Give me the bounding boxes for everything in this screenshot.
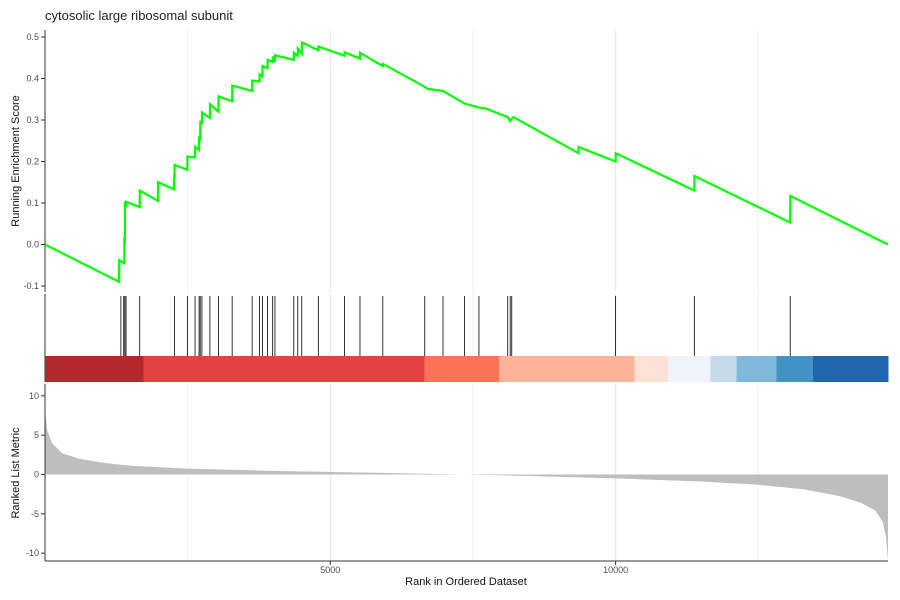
color-band-segment bbox=[813, 356, 889, 382]
es-series-line bbox=[44, 40, 889, 284]
color-band-segment bbox=[634, 356, 669, 382]
metric-panel: 10 5 0 -5 -10 5000 10000 Ranked List Metric R… bbox=[10, 384, 888, 588]
es-gridlines bbox=[187, 30, 759, 292]
es-y-tick-label: 0.3 bbox=[26, 115, 39, 125]
hits-panel bbox=[44, 294, 889, 382]
es-y-tick-label: -0.1 bbox=[23, 281, 39, 291]
metric-y-ticks: 10 5 0 -5 -10 bbox=[26, 391, 45, 558]
metric-y-tick-label: -10 bbox=[26, 548, 39, 558]
es-y-tick-label: 0.1 bbox=[26, 198, 39, 208]
hits-gridlines bbox=[187, 294, 759, 356]
color-band-segment bbox=[499, 356, 635, 382]
metric-y-tick-label: -5 bbox=[31, 509, 39, 519]
es-panel: -0.1 0.0 0.1 0.2 0.3 0.4 0.5 Running Enrichmen… bbox=[10, 30, 889, 292]
es-y-tick-label: 0.5 bbox=[26, 32, 39, 42]
color-band-segment bbox=[668, 356, 711, 382]
es-y-tick-label: 0.4 bbox=[26, 74, 39, 84]
metric-y-tick-label: 0 bbox=[34, 469, 39, 479]
es-y-axis-title: Running Enrichment Score bbox=[10, 95, 22, 226]
metric-y-tick-label: 10 bbox=[29, 391, 39, 401]
es-y-tick-label: 0.2 bbox=[26, 157, 39, 167]
rank-color-band bbox=[45, 356, 889, 382]
es-y-ticks: -0.1 0.0 0.1 0.2 0.3 0.4 0.5 bbox=[23, 32, 45, 291]
x-tick-label: 5000 bbox=[320, 565, 340, 575]
x-ticks: 5000 10000 bbox=[320, 561, 628, 575]
color-band-segment bbox=[710, 356, 738, 382]
hit-marks bbox=[120, 296, 791, 356]
x-axis-title: Rank in Ordered Dataset bbox=[405, 576, 527, 588]
color-band-segment bbox=[45, 356, 144, 382]
color-band-segment bbox=[776, 356, 814, 382]
color-band-segment bbox=[736, 356, 778, 382]
es-y-tick-label: 0.0 bbox=[26, 240, 39, 250]
x-tick-label: 10000 bbox=[603, 565, 628, 575]
chart-title: cytosolic large ribosomal subunit bbox=[45, 8, 233, 23]
color-band-segment bbox=[143, 356, 425, 382]
color-band-segment bbox=[424, 356, 500, 382]
metric-y-axis-title: Ranked List Metric bbox=[10, 427, 22, 519]
metric-y-tick-label: 5 bbox=[34, 430, 39, 440]
metric-area bbox=[45, 399, 888, 561]
